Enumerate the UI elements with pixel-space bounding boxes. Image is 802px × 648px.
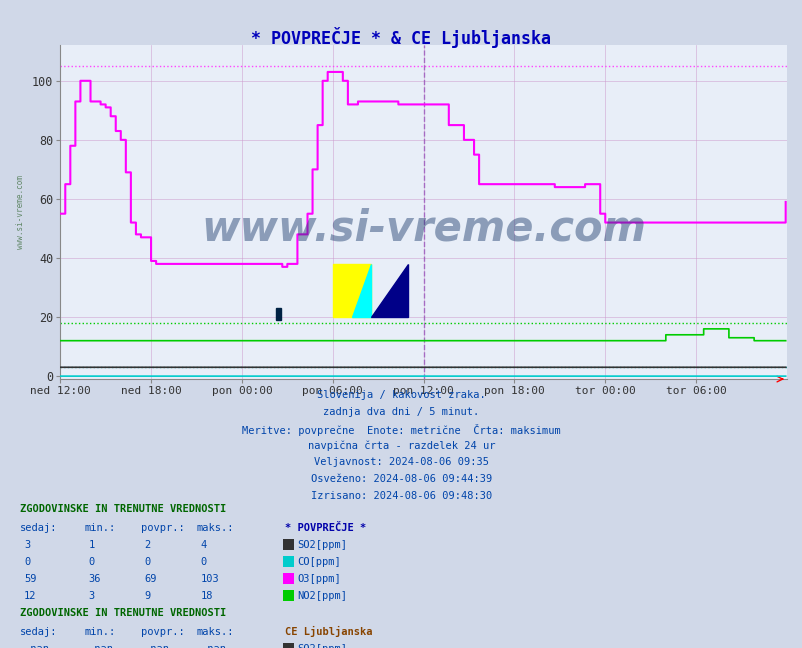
Text: 3: 3 [24,540,30,550]
Text: * POVPREČJE *: * POVPREČJE * [285,524,366,533]
Text: SO2[ppm]: SO2[ppm] [297,644,346,648]
Text: 2: 2 [144,540,151,550]
Text: -nan: -nan [144,644,169,648]
Text: O3[ppm]: O3[ppm] [297,574,340,584]
Text: povpr.:: povpr.: [140,627,184,637]
Text: -nan: -nan [88,644,113,648]
Text: 69: 69 [144,574,157,584]
Text: 12: 12 [24,591,37,601]
Text: 0: 0 [144,557,151,567]
Text: 103: 103 [200,574,219,584]
Text: SO2[ppm]: SO2[ppm] [297,540,346,550]
Text: * POVPREČJE * & CE Ljubljanska: * POVPREČJE * & CE Ljubljanska [251,27,551,48]
Text: 36: 36 [88,574,101,584]
Text: 9: 9 [144,591,151,601]
Text: 18: 18 [200,591,213,601]
Bar [276,308,281,320]
Text: 4: 4 [200,540,207,550]
Text: CE Ljubljanska: CE Ljubljanska [285,626,372,637]
Polygon shape [351,264,371,317]
Text: navpična črta - razdelek 24 ur: navpična črta - razdelek 24 ur [307,441,495,451]
Text: maks.:: maks.: [196,627,234,637]
Text: 0: 0 [24,557,30,567]
Text: Veljavnost: 2024-08-06 09:35: Veljavnost: 2024-08-06 09:35 [314,457,488,467]
Text: sedaj:: sedaj: [20,627,58,637]
Text: ZGODOVINSKE IN TRENUTNE VREDNOSTI: ZGODOVINSKE IN TRENUTNE VREDNOSTI [20,608,226,618]
Text: povpr.:: povpr.: [140,524,184,533]
Text: 1: 1 [88,540,95,550]
Text: 0: 0 [200,557,207,567]
Text: 3: 3 [88,591,95,601]
Text: -nan: -nan [200,644,225,648]
Text: min.:: min.: [84,524,115,533]
Text: ZGODOVINSKE IN TRENUTNE VREDNOSTI: ZGODOVINSKE IN TRENUTNE VREDNOSTI [20,504,226,514]
Text: min.:: min.: [84,627,115,637]
Text: Slovenija / kakovost zraka.: Slovenija / kakovost zraka. [317,390,485,400]
Bar [332,264,371,317]
Text: zadnja dva dni / 5 minut.: zadnja dva dni / 5 minut. [323,407,479,417]
Text: Osveženo: 2024-08-06 09:44:39: Osveženo: 2024-08-06 09:44:39 [310,474,492,484]
Text: Meritve: povprečne  Enote: metrične  Črta: maksimum: Meritve: povprečne Enote: metrične Črta:… [242,424,560,436]
Text: sedaj:: sedaj: [20,524,58,533]
Text: maks.:: maks.: [196,524,234,533]
Text: CO[ppm]: CO[ppm] [297,557,340,567]
Text: 59: 59 [24,574,37,584]
Text: www.si-vreme.com: www.si-vreme.com [200,208,646,250]
Text: Izrisano: 2024-08-06 09:48:30: Izrisano: 2024-08-06 09:48:30 [310,491,492,501]
Text: 0: 0 [88,557,95,567]
Polygon shape [371,264,408,317]
Text: -nan: -nan [24,644,49,648]
Text: www.si-vreme.com: www.si-vreme.com [16,175,25,249]
Text: NO2[ppm]: NO2[ppm] [297,591,346,601]
